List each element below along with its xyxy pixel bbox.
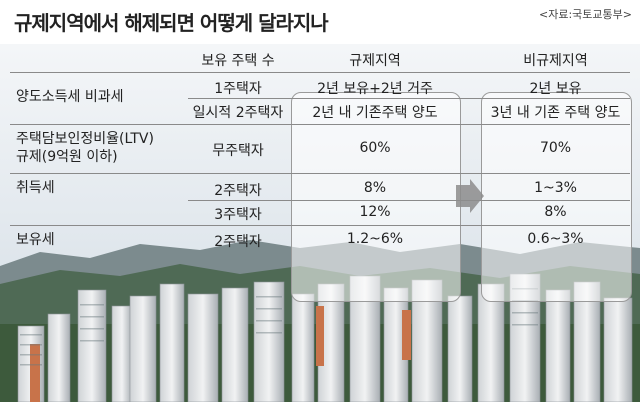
row-divider	[188, 98, 630, 99]
houses-cell: 1주택자	[214, 81, 262, 97]
regulated-cell: 8%	[363, 180, 387, 196]
source-note: <자료:국토교통부>	[539, 8, 632, 21]
unregulated-cell: 8%	[544, 204, 567, 220]
houses-cell: 2주택자	[214, 234, 262, 250]
header-regulated: 규제지역	[349, 53, 401, 69]
category-acquisition-tax: 취득세	[16, 180, 55, 196]
unregulated-cell: 0.6~3%	[527, 231, 584, 247]
houses-cell: 2주택자	[214, 183, 262, 199]
regulated-cell: 1.2~6%	[346, 231, 404, 247]
unregulated-cell: 2년 보유	[529, 81, 582, 97]
regulated-column-box	[291, 92, 461, 302]
category-ltv-line1: 주택담보인정비율(LTV)	[16, 131, 154, 147]
title-bar: 규제지역에서 해제되면 어떻게 달라지나 <자료:국토교통부>	[0, 0, 640, 44]
category-capital-gains-tax: 양도소득세 비과세	[16, 89, 124, 105]
header-unregulated: 비규제지역	[523, 53, 588, 69]
unregulated-cell: 1~3%	[534, 180, 577, 196]
houses-cell: 무주택자	[212, 143, 264, 159]
regulated-cell: 12%	[359, 204, 391, 220]
houses-cell: 3주택자	[214, 207, 262, 223]
header-divider	[10, 72, 630, 73]
houses-cell: 일시적 2주택자	[192, 105, 284, 121]
unregulated-cell: 70%	[539, 140, 572, 156]
row-divider	[188, 200, 630, 201]
category-ltv-line2: 규제(9억원 이하)	[16, 149, 118, 165]
row-divider	[10, 173, 630, 174]
regulated-cell: 60%	[359, 140, 391, 156]
row-divider	[10, 225, 630, 226]
header-houses: 보유 주택 수	[201, 53, 275, 69]
right-arrow-icon	[456, 179, 484, 213]
page-title: 규제지역에서 해제되면 어떻게 달라지나	[14, 11, 329, 35]
unregulated-column-box	[481, 92, 632, 302]
category-holding-tax: 보유세	[16, 232, 55, 248]
comparison-table: 보유 주택 수 규제지역 비규제지역 양도소득세 비과세 1주택자 2년 보유+…	[10, 44, 632, 302]
regulated-cell: 2년 보유+2년 거주	[317, 81, 433, 97]
regulated-cell: 2년 내 기존주택 양도	[312, 105, 438, 121]
row-divider	[10, 124, 630, 125]
unregulated-cell: 3년 내 기존 주택 양도	[490, 105, 621, 121]
